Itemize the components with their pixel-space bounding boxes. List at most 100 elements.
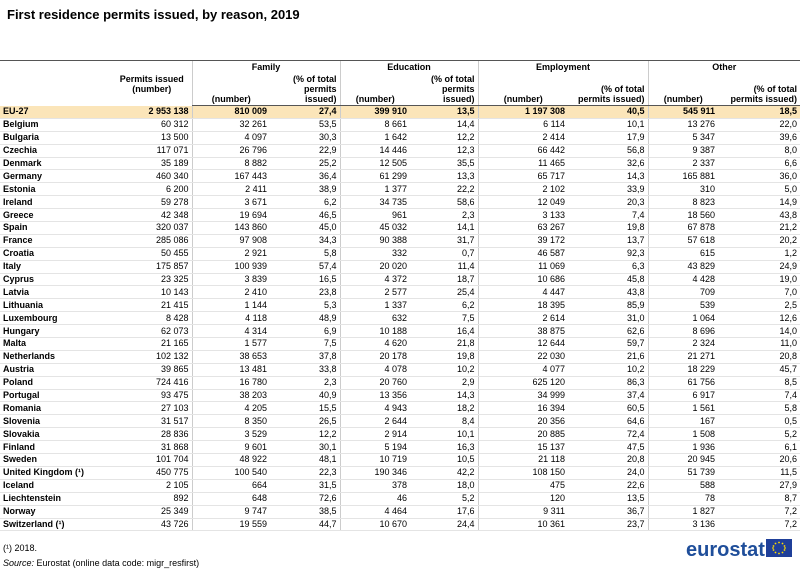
table-row: Switzerland (¹) 43 726 19 559 44,7 10 670 24,… [0,518,800,532]
cell: 2 614 [477,311,569,326]
cell: 25,4 [410,285,479,300]
cell: 2 105 [112,478,192,493]
cell: 2 410 [191,285,270,300]
cell: 100 939 [191,260,270,274]
cell: 648 [191,492,270,506]
cell: 4 118 [191,311,270,326]
cell: 8,4 [410,414,479,429]
cell: 8 696 [647,324,719,339]
row-label: EU-27 [0,105,112,119]
cell: 2 337 [647,157,719,171]
table-row: Poland 724 416 16 780 2,3 20 760 2,9 625 120 86… [0,376,800,390]
sub-header: (number) [191,74,270,106]
cell: 85,9 [568,298,649,313]
cell: 78 [647,492,719,506]
cell: 10 686 [477,273,569,287]
cell: 37,4 [568,389,649,403]
header-row: Permits issued (number) Family Education Em… [0,60,800,106]
cell: 66 442 [477,144,569,158]
table-row: Netherlands 102 132 38 653 37,8 20 178 19,8 22… [0,350,800,364]
cell: 34 999 [477,389,569,403]
cell: 2 102 [477,182,569,197]
cell: 724 416 [112,376,192,390]
cell: 16 780 [191,376,270,390]
cell: 27,9 [718,478,800,493]
row-label: Lithuania [0,298,112,313]
cell: 102 132 [112,350,192,364]
cell: 72,6 [270,492,341,506]
cell: 8,5 [718,376,800,390]
cell: 4 620 [339,337,411,351]
cell: 34,3 [270,234,341,248]
cell: 165 881 [647,169,719,184]
cell: 24,9 [718,260,800,274]
cell: 40,9 [270,389,341,403]
cell: 62 073 [112,324,192,339]
cell: 21 165 [112,337,192,351]
cell: 9 601 [191,440,270,455]
cell: 36,4 [270,169,341,184]
cell: 1 508 [647,427,719,442]
cell: 5,3 [270,298,341,313]
row-label: Iceland [0,478,112,493]
cell: 5 194 [339,440,411,455]
cell: 5,8 [718,401,800,416]
cell: 15,5 [270,401,341,416]
row-label: Romania [0,401,112,416]
cell: 14,3 [568,169,649,184]
row-label: Finland [0,440,112,455]
cell: 21,6 [568,350,649,364]
cell: 48,1 [270,453,341,467]
row-label: Greece [0,208,112,223]
row-label: Norway [0,505,112,519]
row-label: Malta [0,337,112,351]
cell: 16,4 [410,324,479,339]
cell: 13,5 [410,105,479,119]
cell: 100 540 [191,465,270,480]
cell: 615 [647,247,719,261]
title: First residence permits issued, by reaso… [7,7,300,22]
cell: 8 882 [191,157,270,171]
cell: 19,8 [410,350,479,364]
cell: 37,8 [270,350,341,364]
cell: 18,7 [410,273,479,287]
cell: 10 361 [477,518,569,532]
cell: 63 267 [477,221,569,235]
cell: 43 726 [112,518,192,532]
cell: 11,5 [718,465,800,480]
row-label: Cyprus [0,273,112,287]
cell: 34 735 [339,195,411,210]
cell: 1 577 [191,337,270,351]
cell: 19,8 [568,221,649,235]
cell: 709 [647,285,719,300]
cell: 64,6 [568,414,649,429]
cell: 20 356 [477,414,569,429]
cell: 10 188 [339,324,411,339]
cell: 21 271 [647,350,719,364]
table-row: Lithuania 21 415 1 144 5,3 1 337 6,2 18 395 85,… [0,298,800,313]
row-label: Liechtenstein [0,492,112,506]
cell: 92,3 [568,247,649,261]
cell: 5,2 [718,427,800,442]
cell: 97 908 [191,234,270,248]
cell: 13 481 [191,363,270,377]
cell: 39,6 [718,131,800,145]
table-row: Greece 42 348 19 694 46,5 961 2,3 3 133 7,4 18 5… [0,208,800,223]
cell: 2 414 [477,131,569,145]
cell: 39 865 [112,363,192,377]
row-label: Poland [0,376,112,390]
row-label: Czechia [0,144,112,158]
header-cell: Permits issued (number) [112,60,192,106]
cell: 42,2 [410,465,479,480]
cell: 10 670 [339,518,411,532]
row-label: Germany [0,169,112,184]
cell: 2,9 [410,376,479,390]
cell: 8 661 [339,118,411,132]
sub-header: (% of total permits issued) [410,74,479,106]
cell: 6 200 [112,182,192,197]
cell: 18,2 [410,401,479,416]
cell: 10,1 [410,427,479,442]
cell: 320 037 [112,221,192,235]
table-row: Portugal 93 475 38 203 40,9 13 356 14,3 34 999… [0,389,800,403]
table-row: Croatia 50 455 2 921 5,8 332 0,7 46 587 92,3 615… [0,247,800,261]
